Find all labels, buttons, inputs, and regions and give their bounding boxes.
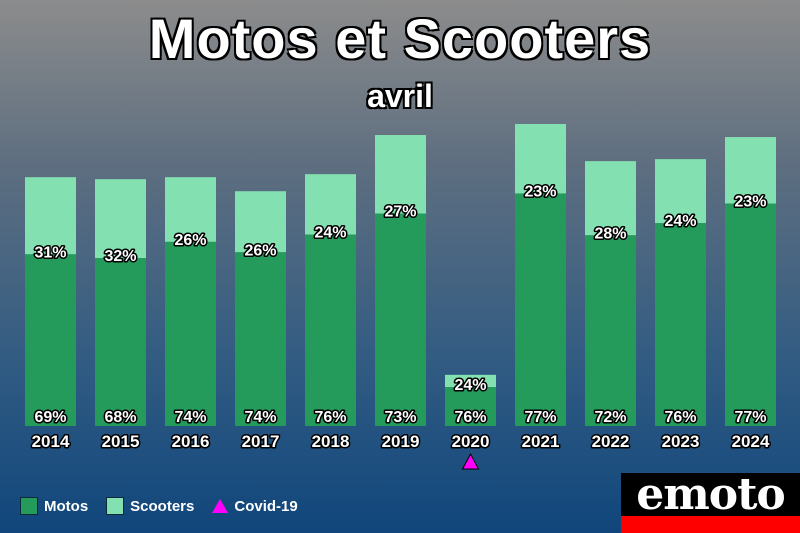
label-motos-2022: 72% (594, 409, 626, 426)
label-scooters-2018: 24% (314, 225, 346, 242)
bar-motos-2020 (445, 387, 496, 426)
bar-motos-2019 (375, 213, 426, 426)
x-tick-2014: 2014 (32, 432, 70, 451)
x-tick-2021: 2021 (522, 432, 560, 451)
emoto-logo[interactable]: emoto (621, 473, 800, 533)
bar-scooters-2017 (235, 191, 286, 253)
label-motos-2018: 76% (314, 409, 346, 426)
bar-scooters-2023 (655, 159, 706, 224)
bar-motos-2015 (95, 258, 146, 426)
x-tick-2023: 2023 (662, 432, 700, 451)
motos-swatch-icon (20, 497, 38, 515)
label-motos-2015: 68% (104, 409, 136, 426)
scooters-swatch-icon (106, 497, 125, 515)
label-motos-2021: 77% (524, 409, 556, 426)
legend-label-scooters: Scooters (130, 497, 195, 515)
bar-scooters-2022 (585, 161, 636, 236)
label-scooters-2015: 32% (104, 248, 136, 265)
bar-scooters-2016 (165, 177, 216, 242)
bar-motos-2018 (305, 234, 356, 426)
label-scooters-2022: 28% (594, 225, 626, 242)
label-scooters-2019: 27% (384, 204, 416, 221)
logo-text: emoto (636, 473, 786, 520)
x-tick-2017: 2017 (242, 432, 280, 451)
legend-item-motos: Motos (20, 497, 88, 515)
label-motos-2020: 76% (454, 409, 486, 426)
bar-scooters-2015 (95, 179, 146, 259)
legend-item-covid: Covid-19 (212, 497, 298, 515)
bar-motos-2014 (25, 254, 76, 426)
bar-motos-2024 (725, 203, 776, 426)
x-tick-2019: 2019 (382, 432, 420, 451)
legend: Motos Scooters Covid-19 (20, 496, 298, 516)
legend-label-covid: Covid-19 (234, 497, 298, 515)
x-tick-2018: 2018 (312, 432, 350, 451)
covid-triangle-icon (212, 499, 229, 513)
x-tick-2024: 2024 (732, 432, 770, 451)
label-motos-2016: 74% (174, 409, 206, 426)
x-tick-2016: 2016 (172, 432, 210, 451)
covid-marker-2020 (461, 452, 480, 470)
label-motos-2014: 69% (34, 409, 66, 426)
label-motos-2017: 74% (244, 409, 276, 426)
label-motos-2019: 73% (384, 409, 416, 426)
label-scooters-2017: 26% (244, 242, 276, 259)
bar-scooters-2024 (725, 137, 776, 204)
label-scooters-2020: 24% (454, 377, 486, 394)
bar-scooters-2021 (515, 124, 566, 194)
bar-motos-2016 (165, 241, 216, 426)
legend-label-motos: Motos (44, 497, 89, 515)
label-motos-2023: 76% (664, 409, 696, 426)
bar-motos-2017 (235, 252, 286, 426)
x-tick-2022: 2022 (592, 432, 630, 451)
label-motos-2024: 77% (734, 409, 766, 426)
bar-scooters-2014 (25, 177, 76, 255)
label-scooters-2021: 23% (524, 183, 556, 200)
bar-motos-2023 (655, 223, 706, 426)
label-scooters-2024: 23% (734, 194, 766, 211)
chart-title: Motos et Scooters (148, 7, 652, 70)
bar-motos-2022 (585, 235, 636, 426)
bar-scooters-2018 (305, 174, 356, 235)
label-scooters-2014: 31% (34, 244, 66, 261)
x-tick-2015: 2015 (102, 432, 140, 451)
label-scooters-2023: 24% (664, 213, 696, 230)
chart-subtitle: avril (367, 78, 433, 114)
bar-scooters-2019 (375, 135, 426, 214)
bar-scooters-2020 (445, 374, 496, 388)
bar-motos-2021 (515, 193, 566, 426)
x-tick-2020: 2020 (452, 432, 490, 451)
label-scooters-2016: 26% (174, 232, 206, 249)
legend-item-scooters: Scooters (106, 497, 194, 515)
